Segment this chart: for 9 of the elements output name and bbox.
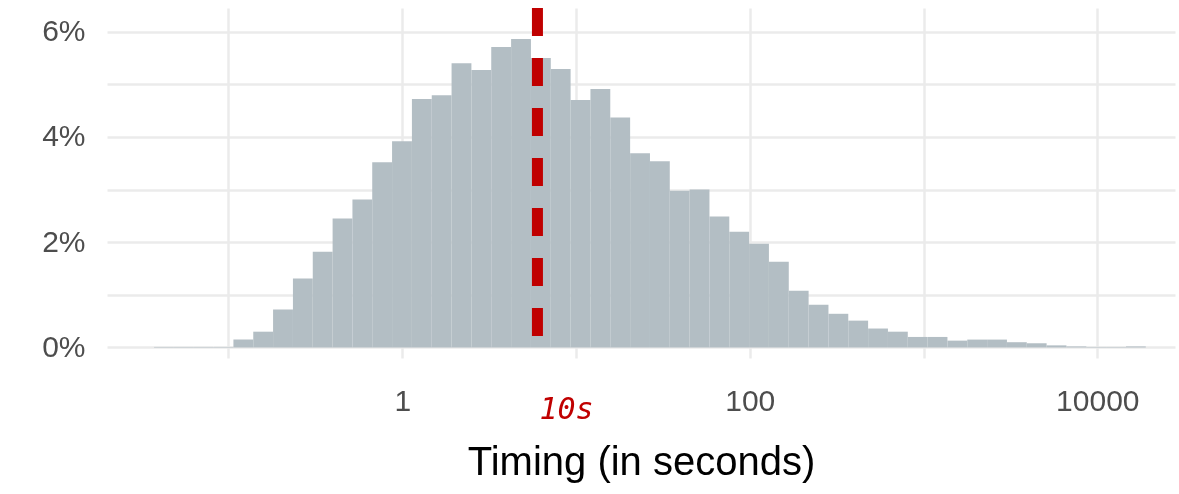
y-tick-label: 2% (42, 224, 86, 258)
x-tick-label: 1 (394, 383, 412, 417)
y-tick-label: 0% (42, 329, 86, 363)
x-tick-label: 10000 (1056, 383, 1140, 417)
x-tick-label: 100 (725, 383, 776, 417)
y-tick-label: 6% (42, 14, 86, 48)
text: 10s (539, 391, 594, 426)
x-axis-title: Timing (in seconds) (467, 438, 816, 483)
y-tick-label: 4% (42, 119, 86, 153)
